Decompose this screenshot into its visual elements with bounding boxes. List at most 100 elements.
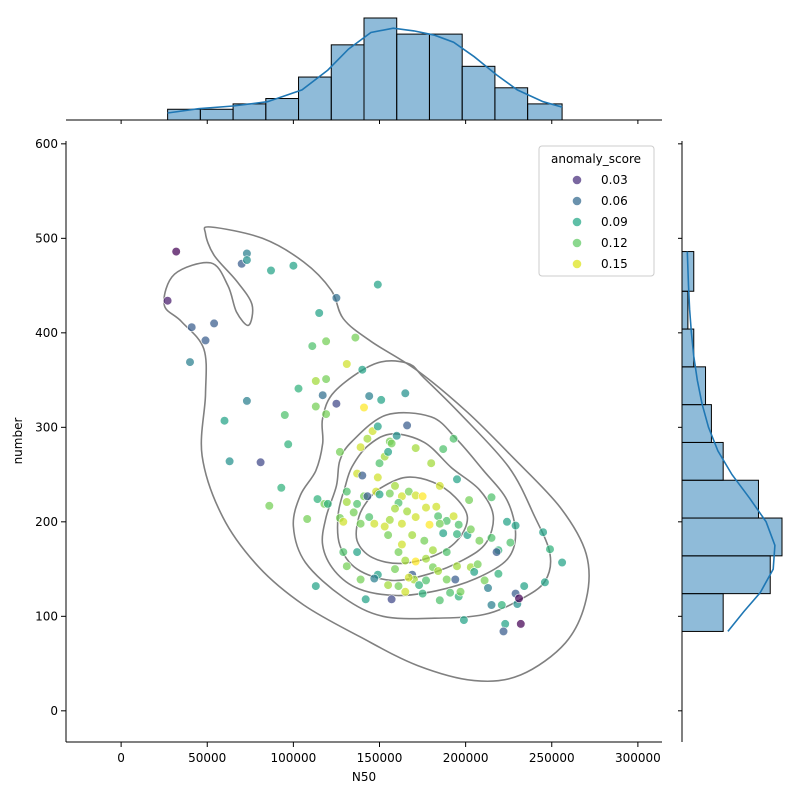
marginal-y-bar <box>681 593 724 632</box>
scatter-point <box>349 507 359 518</box>
scatter-point <box>359 402 369 413</box>
legend-label: 0.12 <box>601 236 628 250</box>
scatter-point <box>459 615 469 625</box>
scatter-point <box>387 438 397 449</box>
scatter-point <box>418 588 428 599</box>
scatter-point <box>445 588 455 598</box>
scatter-point <box>474 536 485 546</box>
y-tick-label: 200 <box>35 515 58 529</box>
marginal-x-bar <box>461 65 496 121</box>
scatter-point <box>387 594 397 604</box>
legend-marker <box>572 259 582 269</box>
marginal-x-histogram <box>66 17 662 124</box>
scatter-point <box>516 619 526 629</box>
scatter-point <box>464 495 474 505</box>
scatter-point <box>454 520 464 530</box>
x-tick-label: 200000 <box>443 751 489 765</box>
x-axis-ticks: 0 50000 100000 150000 200000 250000 300000 <box>117 742 661 765</box>
scatter-point <box>338 517 348 527</box>
scatter-point <box>452 474 462 484</box>
scatter-point <box>404 572 414 583</box>
scatter-point <box>383 447 393 457</box>
marginal-x-bar <box>494 87 529 121</box>
scatter-point <box>256 457 266 467</box>
scatter-point <box>374 489 385 500</box>
scatter-point <box>357 470 367 481</box>
legend-marker <box>572 217 582 227</box>
marginal-x-bar <box>298 76 332 121</box>
scatter-point <box>361 594 371 604</box>
scatter-point <box>276 483 286 493</box>
marginal-y-histogram <box>678 141 783 742</box>
scatter-point <box>435 481 445 491</box>
scatter-point <box>385 488 395 499</box>
scatter-point <box>383 580 393 590</box>
scatter-point <box>438 528 448 538</box>
scatter-point <box>225 456 235 466</box>
marginal-y-bar <box>681 479 759 519</box>
scatter-point <box>411 512 421 522</box>
x-axis-title: N50 <box>352 770 376 784</box>
scatter-point <box>311 581 321 591</box>
scatter-point <box>209 318 219 329</box>
legend-label: 0.09 <box>601 215 628 229</box>
scatter-point <box>352 499 362 509</box>
scatter-point <box>163 296 173 306</box>
scatter-point <box>374 458 385 468</box>
scatter-point <box>486 533 497 543</box>
scatter-point <box>407 530 417 540</box>
legend-label: 0.06 <box>601 194 628 208</box>
scatter-point <box>335 447 345 457</box>
scatter-point <box>342 487 352 497</box>
scatter-point <box>421 554 431 564</box>
kde-contours <box>163 226 590 683</box>
scatter-point <box>428 545 438 555</box>
scatter-point <box>497 600 507 610</box>
x-tick-label: 300000 <box>615 751 661 765</box>
scatter-point <box>385 515 395 525</box>
y-axis-ticks: 0 100 200 300 400 500 600 <box>35 137 66 718</box>
scatter-point <box>311 376 321 386</box>
scatter-point <box>321 374 331 384</box>
scatter-point <box>369 573 379 584</box>
scatter-point <box>557 557 567 568</box>
marginal-x-kde-line <box>167 27 563 114</box>
scatter-point <box>352 547 362 557</box>
scatter-point <box>369 519 379 529</box>
scatter-point <box>442 574 452 585</box>
scatter-point <box>510 520 521 531</box>
scatter-point <box>402 420 412 431</box>
marginal-y-bar <box>681 366 707 406</box>
scatter-point <box>318 390 328 400</box>
scatter-point <box>421 575 431 586</box>
scatter-points <box>163 247 567 637</box>
marginal-y-bar <box>681 290 689 330</box>
scatter-point <box>514 593 524 604</box>
legend: anomaly_score 0.03 0.06 0.09 0.12 0.15 <box>538 145 655 277</box>
legend-frame <box>538 145 655 277</box>
scatter-point <box>411 556 421 567</box>
marginal-x-bar <box>428 33 463 121</box>
kde-contour-line <box>355 476 469 565</box>
scatter-point <box>419 536 429 546</box>
scatter-point <box>469 567 479 577</box>
scatter-point <box>486 600 497 610</box>
scatter-point <box>473 559 483 569</box>
marginal-x-bar <box>330 44 365 121</box>
scatter-point <box>390 504 400 514</box>
scatter-point <box>357 365 367 375</box>
scatter-point <box>400 388 410 398</box>
marginal-y-bar <box>681 404 712 443</box>
scatter-point <box>314 308 324 318</box>
scatter-point <box>505 537 516 548</box>
scatter-point <box>493 569 504 579</box>
scatter-point <box>438 444 448 454</box>
x-tick-label: 100000 <box>270 751 316 765</box>
scatter-point <box>331 399 342 409</box>
y-tick-label: 100 <box>35 609 58 623</box>
scatter-point <box>390 564 400 574</box>
scatter-point <box>280 410 290 420</box>
y-tick-label: 500 <box>35 231 58 245</box>
